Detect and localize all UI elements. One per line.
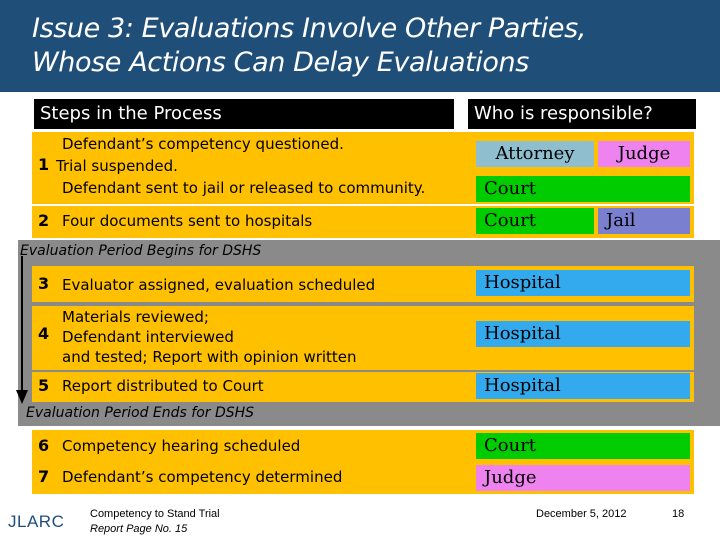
- period-end-label: Evaluation Period Ends for DSHS: [26, 405, 255, 421]
- slide-number: 18: [672, 508, 685, 520]
- step-text-6: Competency hearing scheduled: [62, 437, 301, 455]
- jlarc-logo: JLARC: [8, 512, 65, 531]
- steps-column-header: Steps in the Process: [34, 99, 454, 129]
- responsible-judge: Judge: [598, 141, 690, 167]
- step-number-3: 3: [38, 274, 50, 293]
- responsible-court-step1: Court: [476, 176, 690, 202]
- step-text-1: Defendant’s competency questioned. Trial…: [56, 135, 426, 197]
- step-number-7: 7: [38, 467, 50, 486]
- responsible-court-step6: Court: [476, 433, 690, 459]
- step-text-5: Report distributed to Court: [62, 377, 264, 395]
- title-line-1: Issue 3: Evaluations Involve Other Parti…: [32, 13, 586, 44]
- step-text-2: Four documents sent to hospitals: [62, 212, 313, 230]
- responsible-hospital-step3: Hospital: [476, 270, 690, 296]
- step-number-1: 1: [38, 155, 50, 174]
- step-text-3: Evaluator assigned, evaluation scheduled: [62, 276, 376, 294]
- title-line-2: Whose Actions Can Delay Evaluations: [32, 47, 529, 78]
- page-title: Issue 3: Evaluations Involve Other Parti…: [32, 12, 586, 80]
- footer-date: December 5, 2012: [536, 508, 627, 520]
- step-text-4: Materials reviewed; Defendant interviewe…: [62, 308, 357, 366]
- step-text-7: Defendant’s competency determined: [62, 468, 343, 486]
- footer-source: Competency to Stand Trial Report Page No…: [90, 507, 220, 537]
- step-number-4: 4: [38, 324, 50, 343]
- responsible-hospital-step5: Hospital: [476, 373, 690, 399]
- step-number-5: 5: [38, 376, 50, 395]
- footer-source-title: Competency to Stand Trial: [90, 508, 220, 520]
- responsible-jail: Jail: [598, 208, 690, 234]
- period-begin-label: Evaluation Period Begins for DSHS: [20, 243, 262, 259]
- responsible-court-step2: Court: [476, 208, 594, 234]
- step-number-6: 6: [38, 436, 50, 455]
- responsible-column-header: Who is responsible?: [468, 99, 696, 129]
- responsible-judge-step7: Judge: [476, 465, 690, 491]
- period-arrow-icon: [16, 256, 28, 404]
- footer-source-page: Report Page No. 15: [90, 523, 188, 535]
- responsible-hospital-step4: Hospital: [476, 321, 690, 347]
- responsible-attorney: Attorney: [476, 141, 594, 167]
- title-banner: Issue 3: Evaluations Involve Other Parti…: [0, 0, 720, 92]
- step-number-2: 2: [38, 211, 50, 230]
